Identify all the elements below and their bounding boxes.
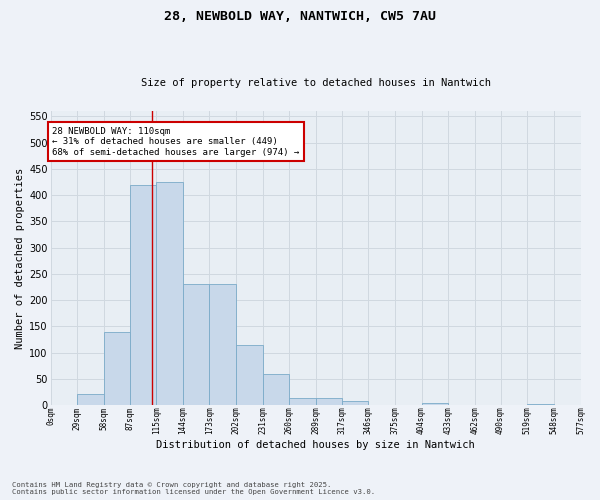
Bar <box>77 394 104 406</box>
X-axis label: Distribution of detached houses by size in Nantwich: Distribution of detached houses by size … <box>156 440 475 450</box>
Text: Contains HM Land Registry data © Crown copyright and database right 2025.
Contai: Contains HM Land Registry data © Crown c… <box>12 482 375 495</box>
Bar <box>263 374 289 406</box>
Bar <box>209 284 236 406</box>
Bar <box>289 398 316 406</box>
Bar <box>316 398 342 406</box>
Bar <box>342 401 368 406</box>
Bar <box>422 402 448 406</box>
Bar <box>104 332 130 406</box>
Title: Size of property relative to detached houses in Nantwich: Size of property relative to detached ho… <box>140 78 491 88</box>
Bar <box>527 404 554 406</box>
Bar <box>156 182 183 406</box>
Y-axis label: Number of detached properties: Number of detached properties <box>15 168 25 349</box>
Bar <box>183 284 209 406</box>
Text: 28, NEWBOLD WAY, NANTWICH, CW5 7AU: 28, NEWBOLD WAY, NANTWICH, CW5 7AU <box>164 10 436 23</box>
Text: 28 NEWBOLD WAY: 110sqm
← 31% of detached houses are smaller (449)
68% of semi-de: 28 NEWBOLD WAY: 110sqm ← 31% of detached… <box>52 127 299 156</box>
Bar <box>236 345 263 406</box>
Bar <box>130 184 156 406</box>
